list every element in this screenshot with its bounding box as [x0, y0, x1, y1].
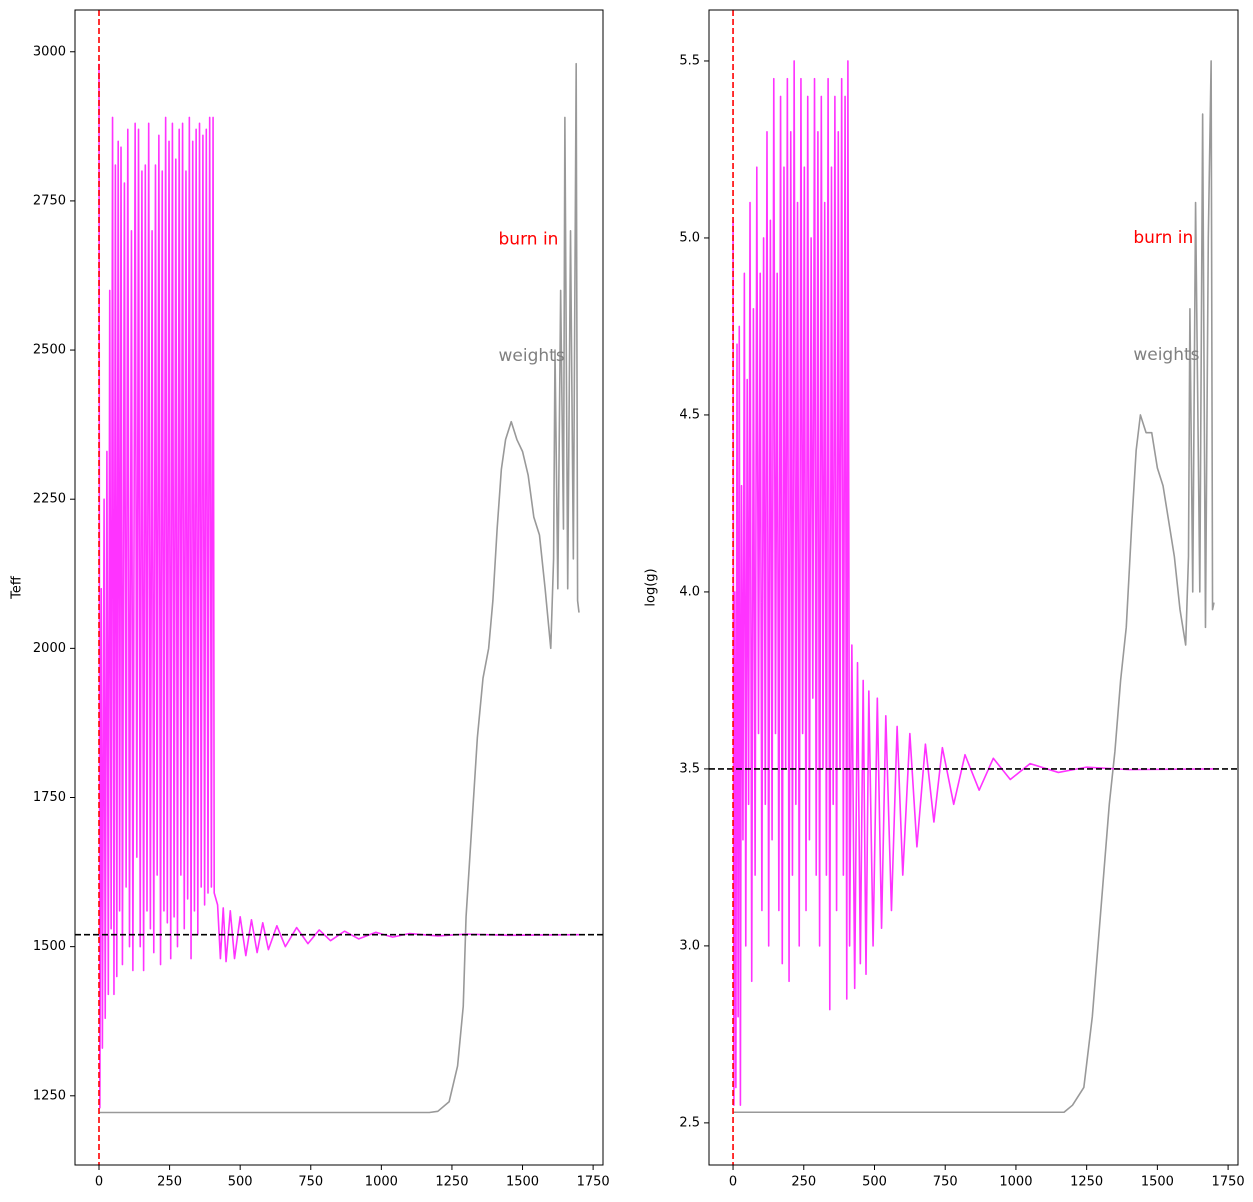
- x-tick-label: 750: [933, 1175, 958, 1190]
- annotation: burn in: [1133, 228, 1193, 248]
- y-tick-label: 4.0: [679, 584, 700, 599]
- y-tick-label: 2500: [33, 343, 66, 358]
- y-tick-label: 2250: [33, 492, 66, 507]
- y-axis-label: log(g): [644, 568, 659, 606]
- x-tick-label: 1500: [506, 1175, 539, 1190]
- x-tick-label: 1750: [577, 1175, 610, 1190]
- x-tick-label: 1500: [1141, 1175, 1174, 1190]
- annotation: weights: [1133, 345, 1199, 365]
- annotation: burn in: [499, 230, 559, 250]
- plot-area: [709, 10, 1238, 1165]
- y-tick-label: 2750: [33, 193, 66, 208]
- series-line: [733, 60, 1215, 1114]
- plot-area: [75, 10, 603, 1165]
- x-tick-label: 1000: [365, 1175, 398, 1190]
- x-tick-label: 1250: [1070, 1175, 1103, 1190]
- y-tick-label: 4.5: [679, 407, 700, 422]
- x-tick-label: 0: [729, 1175, 737, 1190]
- series-line: [732, 60, 1214, 1106]
- x-tick-label: 0: [95, 1175, 103, 1190]
- y-tick-label: 1750: [33, 790, 66, 805]
- y-tick-label: 1500: [33, 939, 66, 954]
- x-tick-label: 250: [791, 1175, 816, 1190]
- series-line: [98, 63, 580, 1109]
- subplot: burn in weights 0 250 500 750 1000 1250 1500 1750…: [10, 9, 610, 1190]
- x-tick-label: 750: [298, 1175, 323, 1190]
- y-tick-label: 2.5: [679, 1115, 700, 1130]
- x-tick-label: 250: [157, 1175, 182, 1190]
- series-line: [99, 62, 580, 1114]
- axes-frame: [74, 9, 604, 1166]
- x-tick-label: 500: [862, 1175, 887, 1190]
- y-axis-label: Teff: [10, 575, 25, 600]
- x-tick-label: 1250: [435, 1175, 468, 1190]
- y-tick-label: 5.5: [679, 53, 700, 68]
- y-tick-label: 1250: [33, 1088, 66, 1103]
- axes-frame: [708, 9, 1239, 1166]
- annotation: weights: [499, 346, 565, 366]
- x-tick-label: 1750: [1212, 1175, 1245, 1190]
- subplot: burn in weights 0 250 500 750 1000 1250 1500 1750…: [644, 9, 1245, 1190]
- y-tick-label: 2000: [33, 641, 66, 656]
- x-tick-label: 500: [228, 1175, 253, 1190]
- y-tick-label: 5.0: [679, 230, 700, 245]
- y-tick-label: 3.5: [679, 761, 700, 776]
- y-tick-label: 3000: [33, 44, 66, 59]
- y-tick-label: 3.0: [679, 938, 700, 953]
- x-tick-label: 1000: [999, 1175, 1032, 1190]
